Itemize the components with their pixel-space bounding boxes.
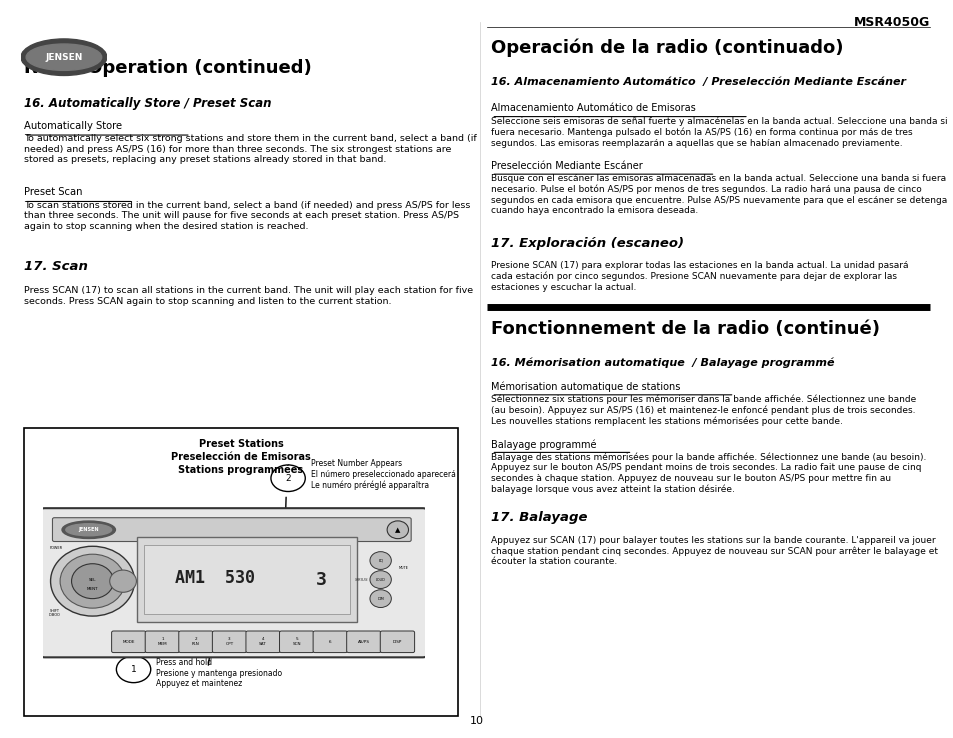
Text: 3: 3 — [315, 570, 327, 589]
Text: Preset Scan: Preset Scan — [24, 187, 82, 198]
Text: Balayage des stations mémorisées pour la bande affichée. Sélectionnez une bande : Balayage des stations mémorisées pour la… — [491, 452, 925, 494]
Circle shape — [271, 465, 305, 492]
Text: JENSEN: JENSEN — [78, 527, 99, 532]
Text: 10: 10 — [470, 716, 483, 726]
Text: DIM: DIM — [376, 596, 384, 601]
FancyBboxPatch shape — [178, 631, 213, 652]
Text: 17. Balayage: 17. Balayage — [491, 511, 587, 525]
Ellipse shape — [21, 39, 107, 75]
Text: 5
SCN: 5 SCN — [293, 638, 300, 646]
Text: Press SCAN (17) to scan all stations in the current band. The unit will play eac: Press SCAN (17) to scan all stations in … — [24, 286, 473, 306]
Text: AS/PS: AS/PS — [357, 640, 370, 644]
Text: SIRIUS: SIRIUS — [355, 578, 368, 582]
Text: 17. Exploración (escaneo): 17. Exploración (escaneo) — [491, 237, 683, 250]
Text: 16. Automatically Store / Preset Scan: 16. Automatically Store / Preset Scan — [24, 97, 271, 111]
FancyBboxPatch shape — [346, 631, 380, 652]
FancyBboxPatch shape — [279, 631, 314, 652]
Circle shape — [60, 554, 125, 608]
Text: Mémorisation automatique de stations: Mémorisation automatique de stations — [491, 382, 680, 392]
Text: 16. Almacenamiento Automático  / Preselección Mediante Escáner: 16. Almacenamiento Automático / Preselec… — [491, 77, 905, 87]
Circle shape — [116, 656, 151, 683]
Text: DISP: DISP — [393, 640, 402, 644]
Text: MODE: MODE — [122, 640, 135, 644]
Text: Radio Operation (continued): Radio Operation (continued) — [24, 59, 312, 77]
FancyBboxPatch shape — [112, 631, 146, 652]
Text: JENSEN: JENSEN — [45, 52, 83, 62]
Text: Fonctionnement de la radio (continué): Fonctionnement de la radio (continué) — [491, 320, 880, 338]
FancyBboxPatch shape — [246, 631, 280, 652]
Text: Balayage programmé: Balayage programmé — [491, 439, 597, 449]
Text: 2: 2 — [285, 474, 291, 483]
Text: Appuyez sur SCAN (17) pour balayer toutes les stations sur la bande courante. L': Appuyez sur SCAN (17) pour balayer toute… — [491, 536, 938, 566]
Circle shape — [51, 546, 134, 616]
Text: Almacenamiento Automático de Emisoras: Almacenamiento Automático de Emisoras — [491, 103, 696, 114]
FancyBboxPatch shape — [313, 631, 347, 652]
Text: Automatically Store: Automatically Store — [24, 121, 122, 131]
Text: 4
SAT: 4 SAT — [259, 638, 267, 646]
Text: Preset Number Appears
El número preseleccionado aparecerá
Le numéro préréglé app: Preset Number Appears El número preselec… — [311, 459, 456, 490]
Circle shape — [110, 570, 136, 593]
Text: POWER: POWER — [50, 546, 63, 550]
Circle shape — [370, 570, 391, 588]
Text: Press and hold
Presione y mantenga presionado
Appuyez et maintenez: Press and hold Presione y mantenga presi… — [156, 658, 282, 688]
Text: LOUD: LOUD — [375, 578, 385, 582]
Text: Preselección de Emisoras: Preselección de Emisoras — [171, 452, 311, 462]
Text: Sélectionnez six stations pour les mémoriser dans la bande affichée. Sélectionne: Sélectionnez six stations pour les mémor… — [491, 395, 916, 427]
Text: 1: 1 — [131, 665, 136, 674]
Circle shape — [71, 564, 113, 599]
Text: Busque con el escáner las emisoras almacenadas en la banda actual. Seleccione un: Busque con el escáner las emisoras almac… — [491, 174, 946, 215]
Ellipse shape — [26, 44, 102, 70]
Circle shape — [370, 590, 391, 607]
FancyBboxPatch shape — [52, 518, 411, 542]
Text: Seleccione seis emisoras de señal fuerte y almacénelas en la banda actual. Selec: Seleccione seis emisoras de señal fuerte… — [491, 117, 947, 148]
Text: MUTE: MUTE — [398, 567, 408, 570]
FancyBboxPatch shape — [145, 631, 179, 652]
Text: SHIFT
D.BOO: SHIFT D.BOO — [49, 609, 60, 617]
Text: Operación de la radio (continuado): Operación de la radio (continuado) — [491, 38, 842, 57]
FancyBboxPatch shape — [137, 537, 356, 622]
Text: Presione SCAN (17) para explorar todas las estaciones en la banda actual. La uni: Presione SCAN (17) para explorar todas l… — [491, 261, 908, 292]
Text: ▲: ▲ — [395, 527, 400, 533]
Text: Preselección Mediante Escáner: Preselección Mediante Escáner — [491, 161, 642, 171]
Text: AM1  530: AM1 530 — [174, 569, 254, 587]
Text: Preset Stations: Preset Stations — [198, 439, 283, 449]
Ellipse shape — [62, 521, 115, 539]
FancyBboxPatch shape — [213, 631, 247, 652]
Text: To scan stations stored in the current band, select a band (if needed) and press: To scan stations stored in the current b… — [24, 201, 470, 230]
Text: EQ: EQ — [377, 559, 383, 562]
Circle shape — [370, 552, 391, 570]
Text: MSR4050G: MSR4050G — [853, 16, 929, 30]
FancyBboxPatch shape — [39, 508, 428, 658]
Text: SEL: SEL — [89, 578, 96, 582]
FancyBboxPatch shape — [380, 631, 415, 652]
FancyBboxPatch shape — [144, 545, 350, 615]
Circle shape — [387, 521, 408, 539]
Text: 3
OPT: 3 OPT — [225, 638, 233, 646]
Text: MENT: MENT — [87, 587, 98, 591]
Text: 2
PLN: 2 PLN — [192, 638, 199, 646]
Text: To automatically select six strong stations and store them in the current band, : To automatically select six strong stati… — [24, 134, 476, 164]
Text: Stations programmées: Stations programmées — [178, 464, 303, 475]
Ellipse shape — [66, 524, 112, 536]
FancyBboxPatch shape — [24, 428, 457, 716]
Text: 1
MEM: 1 MEM — [157, 638, 167, 646]
Text: 17. Scan: 17. Scan — [24, 260, 88, 273]
Text: 6: 6 — [329, 640, 332, 644]
Text: 16. Mémorisation automatique  / Balayage programmé: 16. Mémorisation automatique / Balayage … — [491, 357, 834, 368]
